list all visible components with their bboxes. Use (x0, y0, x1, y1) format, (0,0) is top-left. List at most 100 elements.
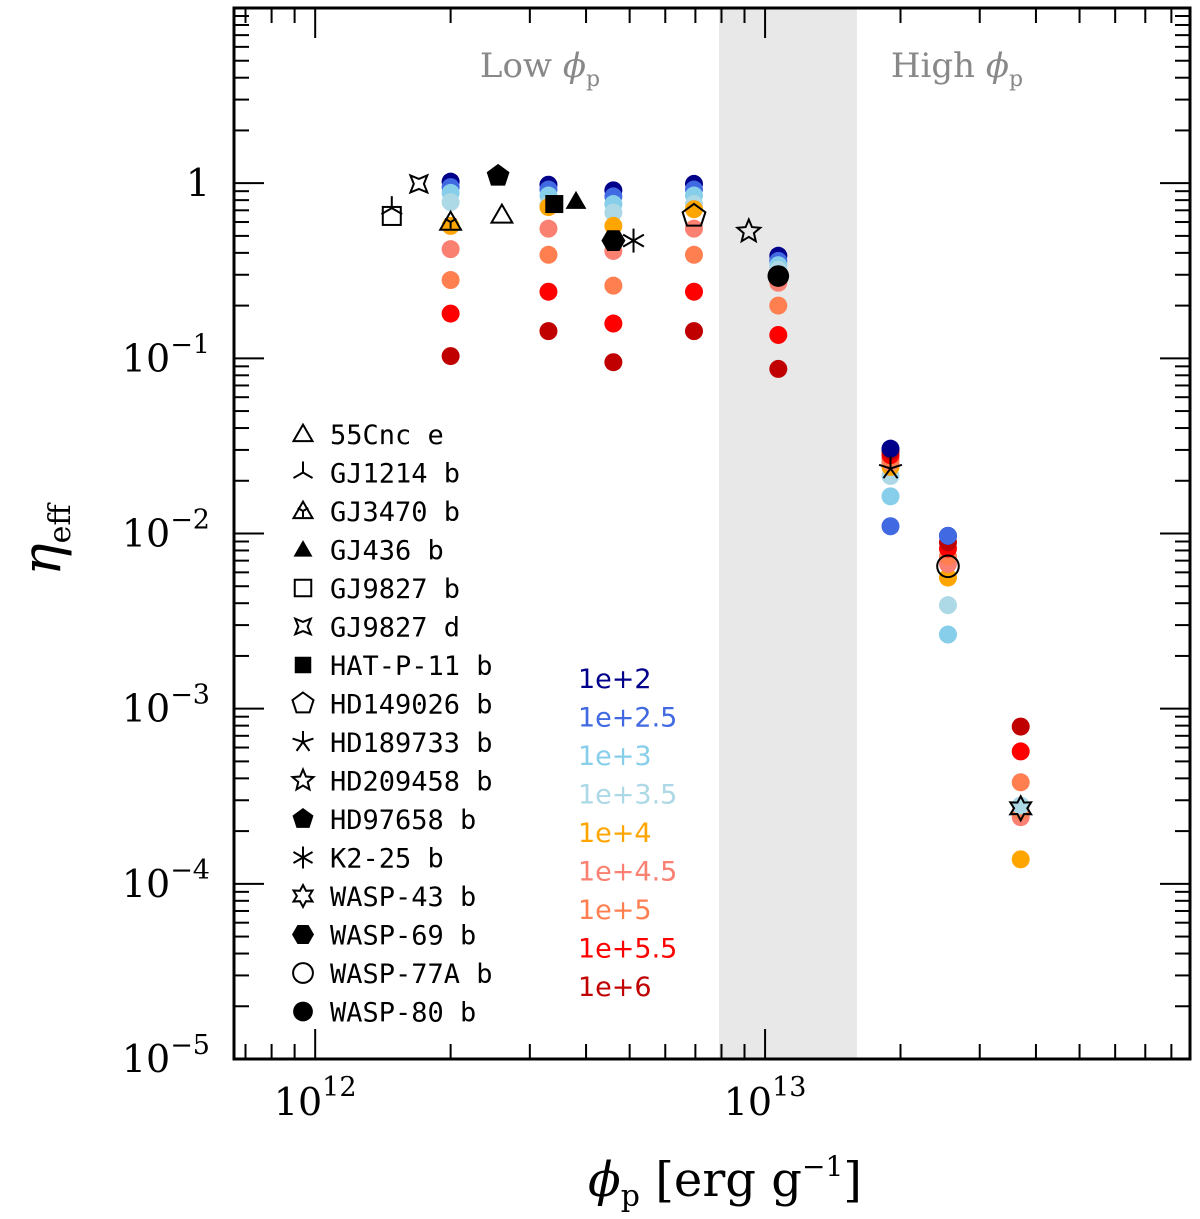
legend-marker (293, 578, 313, 598)
legend-label: HAT-P-11 b (330, 651, 493, 682)
planet-marker (438, 209, 463, 231)
color-legend-label: 1e+2.5 (578, 703, 677, 734)
planet-marker (380, 196, 403, 216)
grid-point (938, 596, 957, 615)
planet-legend: 55Cnc e GJ1214 b GJ3470 b GJ436 b GJ9827 b GJ… (289, 420, 493, 1029)
grid-point (684, 219, 703, 238)
legend-label: HD209458 b (330, 767, 493, 798)
color-legend-label: 1e+4.5 (578, 857, 677, 888)
legend-label: GJ436 b (330, 536, 444, 567)
x-tick-label: 1013 (724, 1072, 807, 1124)
legend-label: HD149026 b (330, 690, 493, 721)
legend-marker (292, 962, 314, 984)
legend-marker (291, 691, 315, 714)
color-legend-label: 1e+3.5 (578, 780, 677, 811)
grid-point (441, 304, 460, 323)
planet-marker (622, 228, 645, 253)
legend-marker (292, 731, 314, 752)
y-axis-title: ηeff (10, 502, 78, 576)
planet-marker (936, 554, 960, 579)
legend-marker (291, 882, 315, 910)
planet-marker (601, 230, 626, 251)
legend-label: WASP-77A b (330, 959, 493, 990)
tick-labels: 1012 1013 1 10−1 10−2 10−3 10−4 10−5 (122, 161, 807, 1124)
grid-point (938, 625, 957, 644)
legend-label: GJ1214 b (330, 459, 460, 490)
legend-label: WASP-43 b (330, 882, 476, 913)
planet-marker (565, 190, 587, 209)
planet-marker (734, 216, 763, 244)
legend-marker (291, 422, 315, 443)
legend-marker (292, 461, 314, 479)
planet-marker (767, 265, 790, 287)
legend-label: GJ9827 d (330, 613, 460, 644)
color-legend-label: 1e+2 (578, 664, 652, 695)
grid-point (881, 517, 900, 536)
legend-label: K2-25 b (330, 844, 444, 875)
axis-titles: ϕp [erg g−1] ηeff (10, 502, 862, 1214)
color-legend-label: 1e+3 (578, 741, 652, 772)
y-tick-label: 10−5 (122, 1030, 210, 1081)
planet-marker (878, 456, 903, 479)
grid-point (539, 322, 558, 341)
grid-point (769, 359, 788, 378)
planet-marker (489, 202, 515, 224)
region-label-high: High ϕp (891, 46, 1023, 92)
transition-shaded-band (719, 8, 857, 1059)
legend-marker (293, 616, 313, 637)
color-legend-label: 1e+5 (578, 895, 652, 926)
grid-point (604, 203, 623, 222)
legend-marker (293, 1001, 313, 1022)
legend-marker (289, 766, 317, 792)
planet-marker (681, 202, 707, 227)
color-legend: 1e+2 1e+2.5 1e+3 1e+3.5 1e+4 1e+4.5 1e+5 1e+5.5… (578, 664, 677, 1003)
color-legend-label: 1e+4 (578, 818, 652, 849)
legend-marker (293, 540, 313, 557)
y-tick-label: 10−1 (122, 329, 210, 380)
grid-point (604, 353, 623, 372)
grid-point (441, 193, 460, 212)
grid-point (539, 219, 558, 238)
grid-point (1011, 773, 1030, 792)
grid-point (441, 271, 460, 290)
plot-frame (232, 6, 1192, 1061)
y-tick-label: 1 (186, 161, 210, 205)
grid-point (441, 347, 460, 366)
region-labels: Low ϕp High ϕp (480, 46, 1023, 92)
legend-label: GJ9827 b (330, 574, 460, 605)
legend-label: HD189733 b (330, 728, 493, 759)
y-tick-label: 10−2 (122, 505, 210, 556)
legend-label: HD97658 b (330, 805, 476, 836)
grid-point (769, 296, 788, 315)
grid-point (441, 240, 460, 259)
color-legend-label: 1e+5.5 (578, 934, 677, 965)
y-tick-label: 10−3 (122, 680, 210, 731)
legend-marker (291, 499, 315, 520)
grid-point (604, 276, 623, 295)
grid-point (604, 314, 623, 333)
legend-marker (292, 808, 314, 828)
grid-point (881, 439, 900, 458)
grid-point (1011, 717, 1030, 736)
legend-label: WASP-80 b (330, 998, 476, 1029)
grid-point (539, 282, 558, 301)
grid-point (938, 526, 957, 545)
grid-point (684, 282, 703, 301)
grid-point (684, 322, 703, 341)
grid-point (684, 245, 703, 264)
legend-label: WASP-69 b (330, 921, 476, 952)
legend-marker (292, 925, 314, 944)
axis-ticks (234, 8, 1190, 1060)
legend-label: GJ3470 b (330, 497, 460, 528)
planet-marker (381, 205, 402, 226)
grid-point (539, 245, 558, 264)
grid-point (1011, 796, 1030, 815)
grid-point (881, 487, 900, 506)
grid-point (684, 200, 703, 219)
region-label-low: Low ϕp (480, 46, 600, 92)
legend-marker (292, 846, 314, 869)
x-tick-label: 1012 (274, 1072, 357, 1124)
y-tick-label: 10−4 (122, 855, 210, 906)
grid-point (1011, 742, 1030, 761)
